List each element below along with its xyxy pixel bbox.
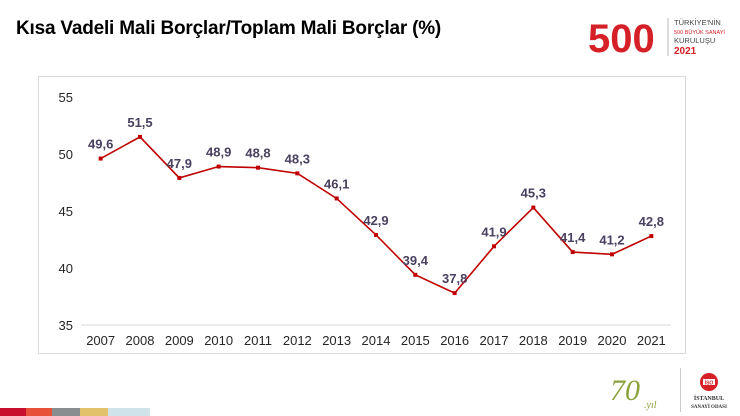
data-point [452,291,457,296]
data-label: 48,9 [206,145,231,160]
x-tick-label: 2011 [244,333,272,348]
logo-500-number: 500 [588,17,655,60]
logo-500-line-3: KURULUŞU [674,36,715,45]
500-buyuk-sanayi-logo: 500 TÜRKİYE'NİN 500 BÜYÜK SANAYİ KURULUŞ… [588,17,725,60]
x-tick-label: 2013 [322,333,351,348]
data-label: 48,8 [245,146,270,161]
x-tick-label: 2019 [558,333,587,348]
data-label: 51,5 [127,115,152,130]
logo-500-line-1: TÜRKİYE'NİN [674,18,721,27]
data-point [413,272,418,277]
iso-badge-text: İSO [705,380,714,387]
x-tick-label: 2012 [283,333,312,348]
line-chart: 35 40 45 50 55 2007 2008 2009 2010 2011 2012 2013 20… [59,90,671,348]
x-tick-label: 2015 [401,333,430,348]
y-tick-label: 35 [59,318,73,333]
data-point [610,252,614,257]
data-label: 41,4 [560,230,586,245]
y-tick-label: 45 [59,204,73,219]
logo-500-line-4: 2021 [674,46,697,57]
y-tick-label: 55 [59,90,73,105]
data-point [570,250,575,255]
data-label: 41,2 [599,232,624,247]
x-tick-label: 2007 [86,333,115,348]
data-point [649,234,654,239]
footer-strip-segment [80,408,108,416]
x-tick-label: 2008 [126,333,155,348]
data-label: 46,1 [324,176,349,191]
footer-strip-segment [108,408,150,416]
iso-line-1: İSTANBUL [694,395,724,402]
data-label: 47,9 [167,156,192,171]
footer-strip-segment [26,408,52,416]
70-yil-logo: 70 .yıl [610,374,657,411]
data-point [256,165,260,170]
logo-70-number: 70 [610,374,640,407]
x-tick-label: 2021 [637,333,666,348]
logo-70-suffix: .yıl [644,400,657,411]
y-tick-label: 40 [59,261,73,276]
data-label: 49,6 [88,137,113,152]
footer-strip-segment [0,408,26,416]
page-title: Kısa Vadeli Mali Borçlar/Toplam Mali Bor… [16,18,442,39]
x-tick-label: 2020 [598,333,627,348]
y-tick-label: 50 [59,147,73,162]
data-point [531,205,536,210]
chart-container: 35 40 45 50 55 2007 2008 2009 2010 2011 2012 2013 20… [38,76,686,354]
istanbul-sanayi-odasi-logo: İSO İSTANBUL SANAYİ ODASI [680,368,727,412]
x-tick-label: 2016 [440,333,469,348]
x-tick-label: 2014 [362,333,391,348]
x-tick-label: 2010 [204,333,233,348]
data-point [138,134,142,139]
x-tick-label: 2018 [519,333,548,348]
data-point [98,156,103,161]
x-tick-label: 2017 [480,333,509,348]
data-label: 41,9 [481,224,506,239]
x-tick-label: 2009 [165,333,194,348]
data-point [295,171,300,176]
data-point [177,175,182,180]
data-point [374,232,378,237]
data-label: 42,9 [363,213,388,228]
data-label: 42,8 [639,214,664,229]
iso-line-2: SANAYİ ODASI [691,404,727,410]
data-point [216,164,221,169]
logo-500-line-2: 500 BÜYÜK SANAYİ [674,29,725,36]
footer-color-strip [0,408,150,416]
data-point [334,196,339,201]
footer-strip-segment [52,408,80,416]
data-label: 39,4 [403,253,429,268]
data-label: 37,8 [442,271,467,286]
data-label: 45,3 [521,186,546,201]
data-label: 48,3 [285,151,310,166]
data-point [492,244,496,249]
